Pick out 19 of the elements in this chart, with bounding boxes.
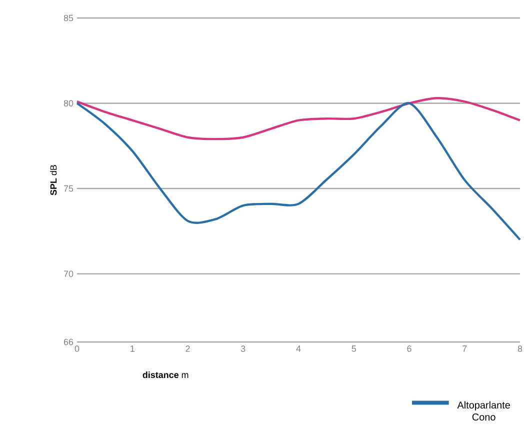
y-tick-label: 66 — [64, 338, 74, 346]
y-tick-label: 70 — [64, 270, 74, 277]
x-tick-label: 7 — [462, 346, 467, 352]
y-axis-title: SPL dB — [50, 165, 57, 196]
y-tick-label: 80 — [64, 100, 74, 106]
line-series — [76, 97, 522, 140]
y-tick-label: 85 — [64, 14, 74, 22]
x-axis-title: distance m — [142, 371, 188, 378]
y-tick-label: 75 — [64, 185, 74, 192]
legend-label: Altoparlante Cono — [457, 401, 510, 421]
x-tick-label: 6 — [407, 346, 412, 352]
x-tick-label: 1 — [130, 346, 134, 352]
x-tick-label: 8 — [518, 346, 522, 352]
x-tick-label: 3 — [240, 346, 246, 352]
line-series — [76, 102, 522, 241]
x-tick-label: 0 — [74, 346, 80, 352]
x-tick-label: 2 — [186, 346, 190, 352]
x-tick-label: 5 — [352, 346, 356, 352]
x-tick-label: 4 — [296, 346, 301, 352]
